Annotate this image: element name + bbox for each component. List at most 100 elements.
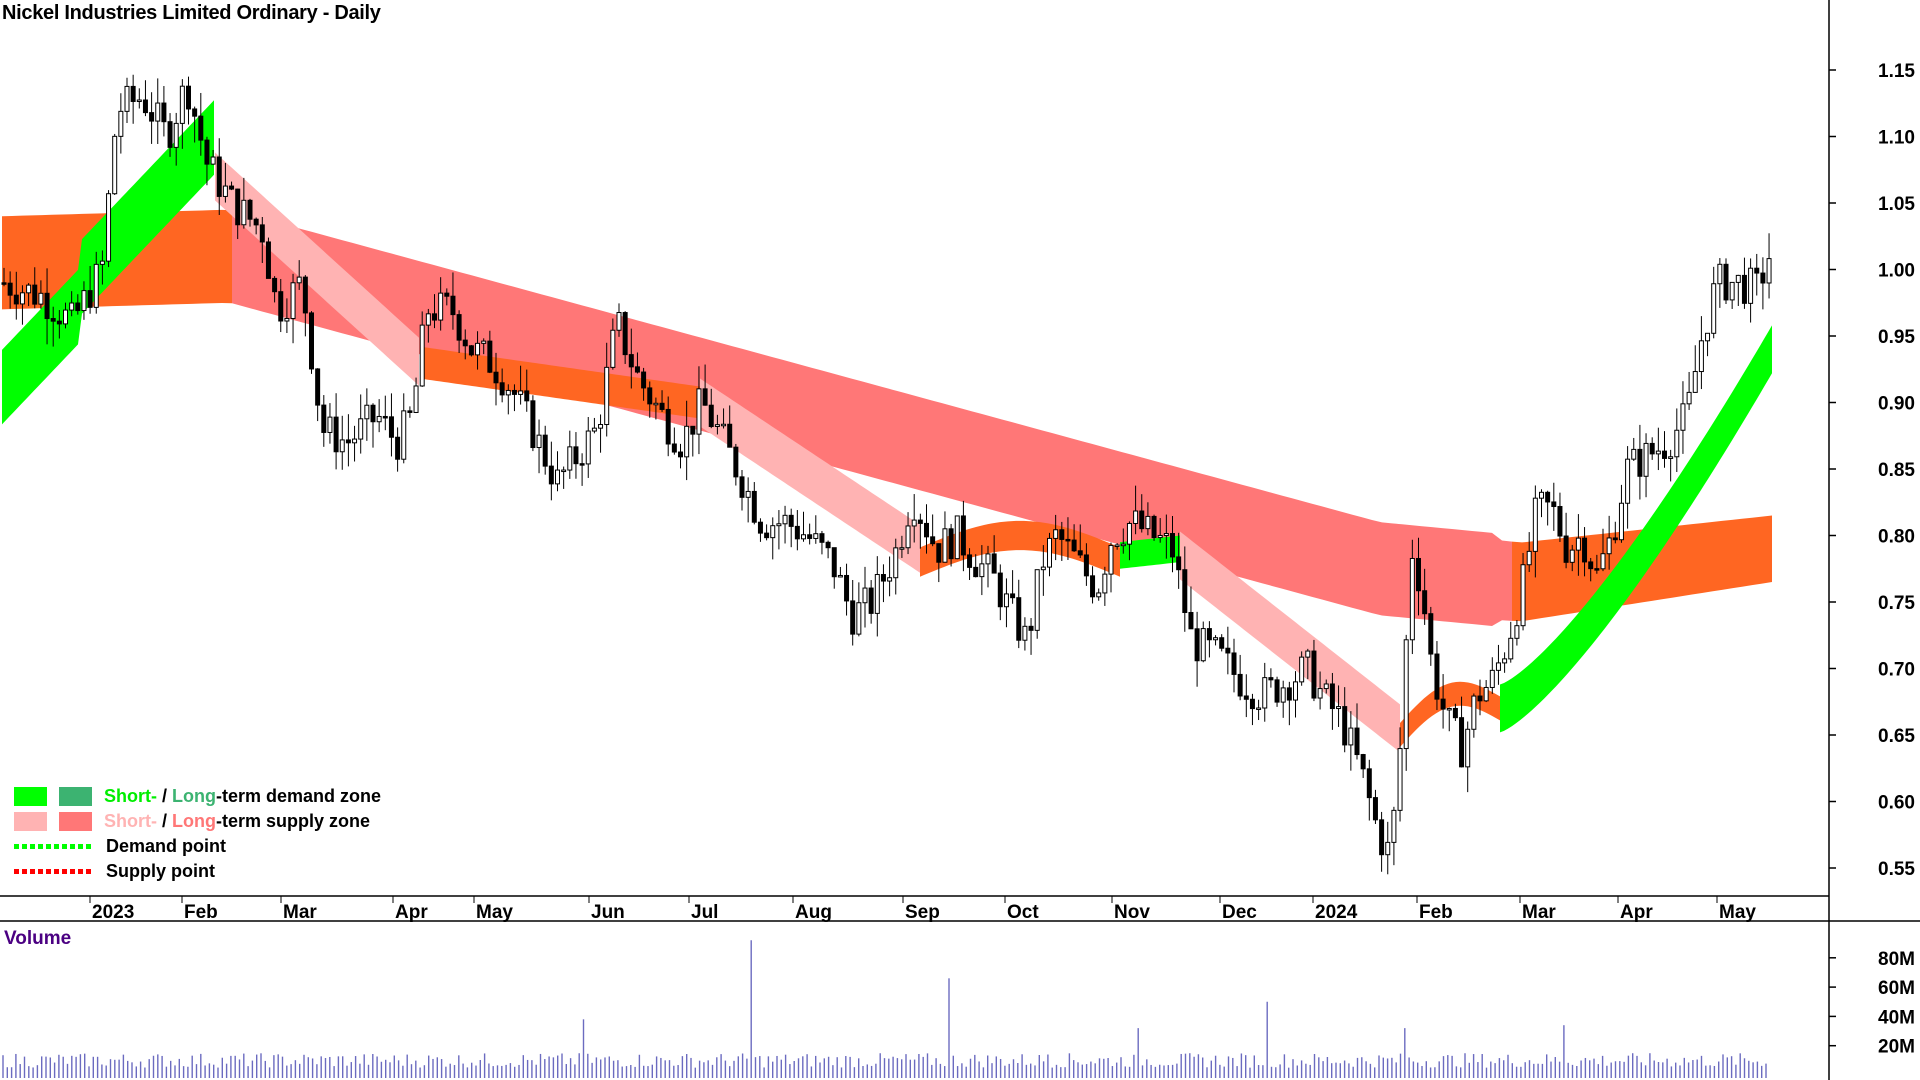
short-term-demand-zone-2023: [2, 100, 214, 425]
candle-down: [309, 312, 314, 370]
candle-up: [173, 122, 179, 148]
candle-down: [1243, 695, 1249, 700]
candle-down: [272, 277, 278, 293]
candle-down: [844, 574, 850, 602]
candle-up: [413, 385, 419, 413]
candle-down: [868, 587, 874, 614]
candle-up: [776, 523, 782, 527]
candle-up: [419, 324, 425, 387]
price-tick-label: 1.05: [1878, 194, 1915, 215]
candle-up: [1766, 258, 1772, 284]
candle-up: [1047, 537, 1052, 568]
candle-up: [1317, 688, 1323, 699]
candle-up: [1126, 522, 1132, 545]
candle-down: [930, 536, 936, 545]
candle-up: [1674, 429, 1680, 458]
candle-up: [155, 102, 161, 122]
candle-up: [1200, 628, 1206, 662]
candle-up: [770, 525, 776, 539]
candle-up: [1040, 566, 1046, 571]
candle-up: [813, 533, 819, 539]
candle-down: [1366, 768, 1372, 799]
candle-up: [1489, 669, 1495, 688]
candle-down: [142, 99, 148, 114]
legend-short-label: Short-: [104, 786, 157, 806]
demand-point-dotted-line-icon: [14, 844, 94, 849]
candle-down: [530, 400, 536, 449]
candle-up: [721, 423, 727, 427]
candle-up: [1120, 543, 1126, 547]
candle-down: [265, 241, 271, 279]
candle-up: [954, 515, 960, 560]
candle-up: [69, 302, 75, 311]
candle-up: [93, 263, 99, 308]
candle-down: [1182, 569, 1188, 614]
candle-up: [99, 260, 105, 265]
candle-up: [1729, 281, 1735, 301]
candle-down: [1563, 535, 1569, 563]
candle-up: [1575, 537, 1581, 551]
candle-down: [727, 423, 733, 448]
candle-up: [585, 430, 591, 465]
candle-up: [1409, 557, 1415, 641]
candle-down: [634, 366, 640, 373]
candle-up: [893, 547, 899, 579]
candle-down: [880, 574, 886, 582]
candle-down: [1477, 695, 1483, 702]
candle-down: [1416, 557, 1421, 592]
candle-up: [364, 404, 370, 420]
short-demand-swatch-icon: [14, 787, 47, 806]
candle-up: [136, 99, 142, 103]
candle-up: [118, 110, 124, 137]
legend-supply-point: Supply point: [14, 859, 381, 884]
candle-up: [81, 290, 87, 312]
candle-down: [382, 415, 388, 419]
legend-long-label: Long: [172, 786, 216, 806]
candle-down: [13, 294, 19, 305]
legend-long-label: Long: [172, 811, 216, 831]
candle-up: [1520, 564, 1526, 627]
candle-up: [745, 490, 751, 498]
candle-up: [179, 85, 185, 124]
candle-down: [1249, 698, 1255, 710]
legend-sep: /: [157, 811, 173, 831]
candle-down: [936, 543, 942, 563]
legend-sep: /: [157, 786, 173, 806]
candle-down: [1151, 515, 1157, 539]
candle-down: [456, 314, 462, 341]
candle-down: [1434, 653, 1440, 700]
candle-up: [1102, 573, 1108, 594]
candle-down: [1754, 267, 1760, 274]
candle-down: [1551, 501, 1557, 508]
candle-up: [1514, 625, 1520, 639]
candle-down: [1428, 613, 1434, 655]
candle-down: [1090, 575, 1096, 598]
candle-up: [1305, 650, 1311, 658]
candle-down: [665, 408, 671, 445]
candle-up: [327, 416, 333, 433]
candle-up: [339, 439, 345, 453]
legend-demand-point: Demand point: [14, 834, 381, 859]
candle-down: [1071, 539, 1077, 552]
candle-down: [407, 410, 413, 413]
legend-demand-point-label: Demand point: [106, 836, 226, 856]
candle-up: [1053, 529, 1059, 539]
candle-down: [1194, 628, 1200, 662]
candle-up: [536, 434, 542, 449]
candle-up: [591, 427, 597, 432]
candle-up: [1157, 534, 1163, 539]
candle-up: [555, 469, 560, 485]
candle-down: [450, 295, 456, 316]
candle-down: [1662, 450, 1667, 459]
candle-up: [598, 424, 604, 429]
candle-down: [302, 276, 308, 314]
candle-down: [733, 446, 739, 478]
candle-down: [1342, 706, 1348, 746]
candle-down: [1077, 550, 1083, 556]
candle-up: [1391, 809, 1397, 843]
candle-down: [56, 320, 62, 325]
candle-down: [991, 553, 997, 574]
candle-down: [1422, 590, 1428, 615]
candle-down: [751, 490, 757, 523]
price-tick-label: 0.90: [1878, 394, 1915, 415]
